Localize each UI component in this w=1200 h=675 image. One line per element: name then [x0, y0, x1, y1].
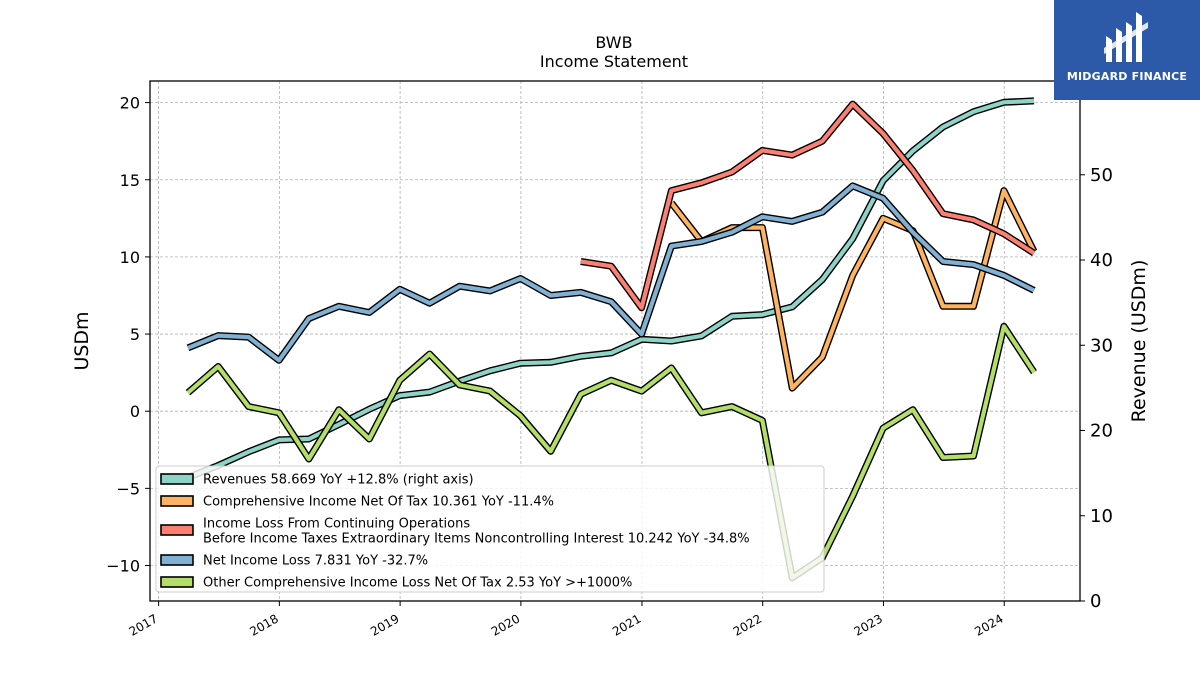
x-tick-label: 2023: [852, 611, 885, 638]
x-tick-label: 2021: [610, 611, 643, 638]
chart-subtitle: Income Statement: [540, 52, 688, 71]
logo-text: MIDGARD FINANCE: [1066, 70, 1188, 83]
y-axis-label-right: Revenue (USDm): [1128, 260, 1150, 423]
x-tick-label: 2017: [127, 611, 160, 638]
legend-label: Income Loss From Continuing Operations Be…: [203, 517, 750, 547]
logo-mark-icon: [1104, 12, 1148, 62]
series-3: [186, 182, 1036, 364]
x-tick-label: 2022: [731, 611, 764, 638]
x-tick-label: 2020: [489, 611, 522, 638]
legend-label: Comprehensive Income Net Of Tax 10.361 Y…: [203, 495, 554, 510]
y-axis-right: 0 10 20 30 40 50: [1080, 165, 1113, 612]
y2-tick-label: 50: [1090, 165, 1113, 186]
y-axis-label-left: USDm: [71, 311, 93, 370]
series-line: [187, 98, 1035, 480]
legend-swatch: [160, 554, 194, 566]
series-line: [187, 183, 1035, 363]
x-axis: 2017 2018 2019 2020 2021 2022 2023 2024: [127, 601, 1006, 639]
chart-title: BWB: [595, 33, 632, 52]
y-axis-left: −10 −5 0 5 10 15 20: [106, 94, 150, 576]
legend-swatch: [160, 473, 194, 485]
series-2: [580, 100, 1036, 312]
x-tick-label: 2024: [972, 611, 1005, 638]
midgard-finance-logo: MIDGARD FINANCE: [1054, 0, 1200, 100]
series-layer: [185, 97, 1038, 582]
y-tick-label: 15: [120, 171, 140, 190]
y-tick-label: 20: [120, 94, 140, 113]
series-0: [186, 97, 1035, 481]
x-tick-label: 2018: [247, 611, 280, 638]
y-tick-label: 10: [120, 248, 140, 267]
series-line: [580, 101, 1036, 310]
legend-label: Revenues 58.669 YoY +12.8% (right axis): [203, 473, 474, 488]
y2-tick-label: 40: [1090, 250, 1113, 271]
y-tick-label: 0: [130, 402, 140, 421]
series-4: [185, 322, 1037, 582]
plot-frame: [149, 80, 1081, 602]
y2-tick-label: 20: [1090, 421, 1113, 442]
legend: Revenues 58.669 YoY +12.8% (right axis) C…: [155, 465, 825, 593]
series-1: [668, 187, 1038, 392]
legend-swatch: [160, 495, 194, 507]
legend-box: [155, 465, 825, 593]
legend-label: Net Income Loss 7.831 YoY -32.7%: [203, 554, 428, 569]
y2-tick-label: 0: [1090, 591, 1101, 612]
legend-swatch: [160, 576, 194, 588]
legend-swatch: [160, 524, 194, 536]
legend-label: Other Comprehensive Income Loss Net Of T…: [203, 576, 632, 591]
y2-tick-label: 10: [1090, 506, 1113, 527]
series-line: [186, 324, 1036, 581]
x-tick-label: 2019: [368, 611, 401, 638]
y-tick-label: −10: [106, 557, 140, 576]
y-tick-label: −5: [116, 479, 140, 498]
y2-tick-label: 30: [1090, 335, 1113, 356]
series-line: [669, 188, 1036, 391]
y-tick-label: 5: [130, 325, 140, 344]
